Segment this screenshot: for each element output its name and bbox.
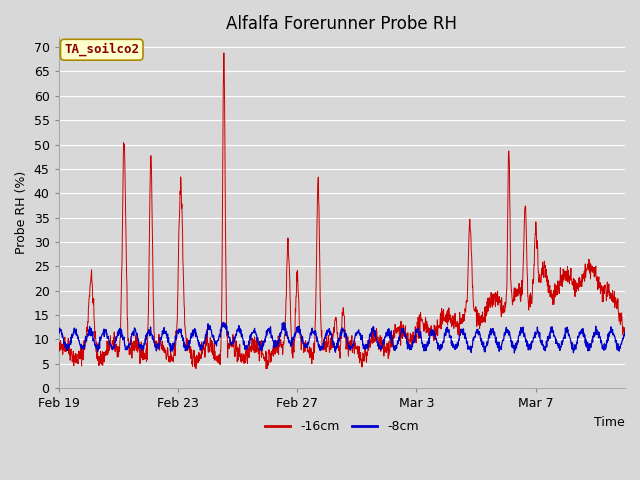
Legend: -16cm, -8cm: -16cm, -8cm [260, 415, 424, 438]
Text: TA_soilco2: TA_soilco2 [64, 43, 140, 57]
Y-axis label: Probe RH (%): Probe RH (%) [15, 171, 28, 254]
Title: Alfalfa Forerunner Probe RH: Alfalfa Forerunner Probe RH [227, 15, 458, 33]
X-axis label: Time: Time [595, 416, 625, 429]
